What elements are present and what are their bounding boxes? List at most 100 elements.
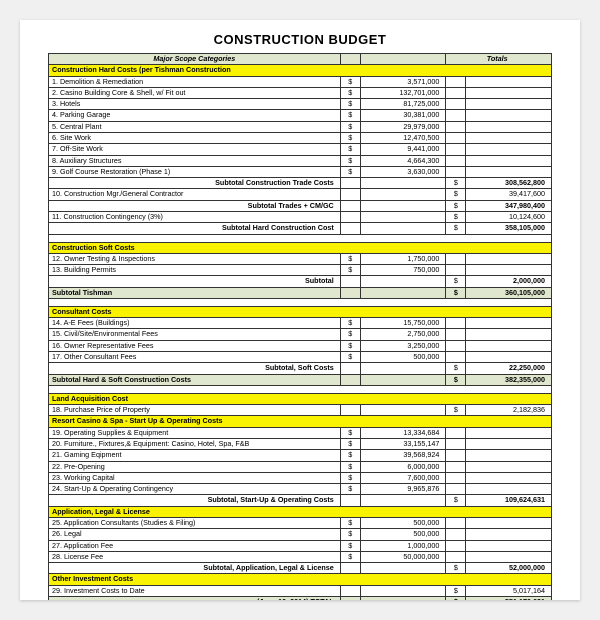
item-amount: 9,441,000 <box>360 144 446 155</box>
currency <box>340 585 360 596</box>
item-amount: 9,965,876 <box>360 484 446 495</box>
subtotal-row: Subtotal, Application, Legal & License$5… <box>49 563 552 574</box>
blank-row <box>49 298 552 306</box>
currency: $ <box>446 287 466 298</box>
item-label: 22. Pre-Opening <box>49 461 341 472</box>
header-blank <box>340 54 360 65</box>
subtotal-label: Subtotal Construction Trade Costs <box>49 178 341 189</box>
item-total <box>466 461 552 472</box>
header-blank <box>360 54 446 65</box>
blank-cell <box>49 234 552 242</box>
currency: $ <box>340 265 360 276</box>
item-amount: 3,250,000 <box>360 340 446 351</box>
currency <box>446 155 466 166</box>
item-amount: 750,000 <box>360 265 446 276</box>
item-label: 6. Site Work <box>49 132 341 143</box>
line-item: 11. Construction Contingency (3%)$10,124… <box>49 211 552 222</box>
currency <box>446 472 466 483</box>
item-amount: 500,000 <box>360 352 446 363</box>
item-total <box>466 540 552 551</box>
item-label: 20. Furniture., Fixtures,& Equipment: Ca… <box>49 439 341 450</box>
blank <box>360 374 446 385</box>
item-amount <box>360 189 446 200</box>
section-header: Resort Casino & Spa - Start Up & Operati… <box>49 416 552 427</box>
item-amount: 39,568,924 <box>360 450 446 461</box>
item-label: 28. License Fee <box>49 551 341 562</box>
subtotal-value: 347,980,400 <box>466 200 552 211</box>
subtotal-value: 358,105,000 <box>466 223 552 234</box>
subtotal-label: Subtotal, Soft Costs <box>49 363 341 374</box>
line-item: 28. License Fee$50,000,000 <box>49 551 552 562</box>
blank <box>340 495 360 506</box>
item-label: 19. Operating Supplies & Equipment <box>49 427 341 438</box>
currency <box>446 517 466 528</box>
subtotal-label: Subtotal Tishman <box>49 287 341 298</box>
blank <box>360 178 446 189</box>
currency <box>446 439 466 450</box>
currency: $ <box>446 374 466 385</box>
blank-cell <box>49 385 552 393</box>
line-item: 20. Furniture., Fixtures,& Equipment: Ca… <box>49 439 552 450</box>
blank <box>340 276 360 287</box>
currency <box>446 484 466 495</box>
item-amount: 4,664,300 <box>360 155 446 166</box>
item-label: 5. Central Plant <box>49 121 341 132</box>
section-label: Construction Hard Costs (per Tishman Con… <box>49 65 552 76</box>
subtotal-value: 52,000,000 <box>466 563 552 574</box>
subtotal-row: Subtotal Construction Trade Costs $308,56… <box>49 178 552 189</box>
subtotal-label: Subtotal Trades + CM/GC <box>49 200 341 211</box>
currency: $ <box>340 87 360 98</box>
blank <box>340 200 360 211</box>
currency: $ <box>340 484 360 495</box>
item-label: 2. Casino Building Core & Shell, w/ Fit … <box>49 87 341 98</box>
section-label: Application, Legal & License <box>49 506 552 517</box>
currency: $ <box>340 253 360 264</box>
item-label: 10. Construction Mgr./General Contractor <box>49 189 341 200</box>
item-amount <box>360 405 446 416</box>
item-total <box>466 121 552 132</box>
currency: $ <box>446 223 466 234</box>
currency <box>446 450 466 461</box>
grand-total-row: (June 19, 2014) TOTAL$551,179,631 <box>49 596 552 600</box>
currency <box>446 99 466 110</box>
item-amount: 3,571,000 <box>360 76 446 87</box>
item-label: 4. Parking Garage <box>49 110 341 121</box>
page-title: CONSTRUCTION BUDGET <box>48 32 552 47</box>
item-total <box>466 352 552 363</box>
item-total <box>466 439 552 450</box>
blank <box>340 223 360 234</box>
line-item: 14. A-E Fees (Buildings)$15,750,000 <box>49 318 552 329</box>
currency: $ <box>340 461 360 472</box>
subtotal-value: 308,562,800 <box>466 178 552 189</box>
currency <box>446 265 466 276</box>
footer-label: (June 19, 2014) TOTAL <box>49 596 341 600</box>
currency: $ <box>340 132 360 143</box>
line-item: 3. Hotels$81,725,000 <box>49 99 552 110</box>
item-total <box>466 155 552 166</box>
item-amount: 500,000 <box>360 529 446 540</box>
item-label: 16. Owner Representative Fees <box>49 340 341 351</box>
currency <box>446 144 466 155</box>
currency: $ <box>340 318 360 329</box>
currency <box>446 427 466 438</box>
item-amount: 13,334,684 <box>360 427 446 438</box>
item-total <box>466 340 552 351</box>
item-total <box>466 529 552 540</box>
currency: $ <box>446 178 466 189</box>
item-label: 3. Hotels <box>49 99 341 110</box>
currency: $ <box>340 99 360 110</box>
grand-total: 551,179,631 <box>466 596 552 600</box>
blank <box>340 596 360 600</box>
item-total <box>466 166 552 177</box>
item-total: 39,417,600 <box>466 189 552 200</box>
item-label: 18. Purchase Price of Property <box>49 405 341 416</box>
item-total <box>466 318 552 329</box>
blank-cell <box>49 298 552 306</box>
item-label: 12. Owner Testing & Inspections <box>49 253 341 264</box>
line-item: 1. Demolition & Remediation$3,571,000 <box>49 76 552 87</box>
subtotal-label: Subtotal Hard Construction Cost <box>49 223 341 234</box>
blank <box>340 287 360 298</box>
item-amount: 1,750,000 <box>360 253 446 264</box>
currency <box>446 551 466 562</box>
blank <box>340 363 360 374</box>
